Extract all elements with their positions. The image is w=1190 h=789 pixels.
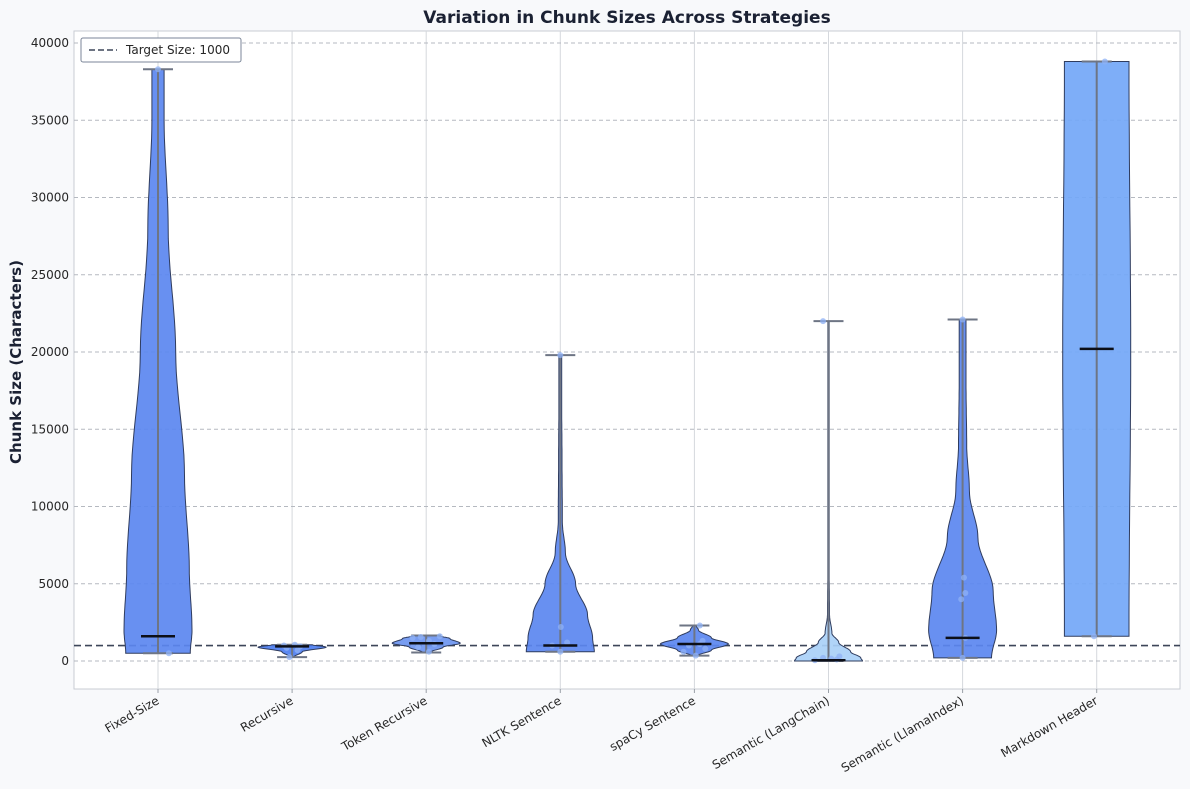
data-point bbox=[557, 648, 564, 655]
violin-group bbox=[659, 622, 729, 659]
y-gridlines bbox=[74, 42, 1180, 662]
data-point bbox=[702, 645, 709, 652]
y-tick-label: 10000 bbox=[31, 500, 69, 514]
violin-group bbox=[928, 316, 998, 661]
violin-group bbox=[525, 352, 595, 655]
data-point bbox=[155, 66, 161, 73]
legend-box bbox=[80, 37, 242, 63]
data-point bbox=[165, 650, 172, 657]
data-point bbox=[959, 654, 966, 661]
y-axis-label: Chunk Size (Characters) bbox=[7, 260, 25, 464]
x-tick-label: NLTK Sentence bbox=[479, 693, 563, 750]
x-tick-labels: Fixed-Size Recursive Token Recursive NLTK S… bbox=[102, 689, 1100, 775]
y-tick-label: 20000 bbox=[31, 345, 69, 359]
data-point bbox=[680, 648, 687, 655]
data-point bbox=[557, 352, 564, 359]
data-point bbox=[958, 596, 965, 603]
data-point bbox=[417, 634, 424, 641]
y-tick-label: 15000 bbox=[31, 422, 69, 436]
x-tick-label: Semantic (LlamaIndex) bbox=[839, 693, 966, 775]
x-tick-label: Markdown Header bbox=[998, 693, 1100, 760]
data-point bbox=[557, 624, 564, 631]
legend-label: Target Size: 1000 bbox=[125, 43, 230, 57]
data-point bbox=[699, 637, 706, 644]
x-tick-label: Recursive bbox=[238, 693, 296, 734]
data-point bbox=[564, 639, 571, 646]
data-point bbox=[960, 574, 967, 581]
y-tick-label: 0 bbox=[61, 654, 69, 668]
x-tick-label: Semantic (LangChain) bbox=[710, 693, 832, 772]
data-point bbox=[425, 648, 432, 655]
x-tick-label: Fixed-Size bbox=[102, 693, 161, 735]
data-point bbox=[820, 318, 827, 325]
data-point bbox=[959, 316, 966, 323]
y-tick-label: 25000 bbox=[31, 268, 69, 282]
y-tick-label: 35000 bbox=[31, 113, 69, 127]
data-point bbox=[962, 590, 969, 597]
y-tick-label: 40000 bbox=[31, 36, 69, 50]
x-tick-label: Token Recursive bbox=[338, 693, 429, 754]
x-tick-label: spaCy Sentence bbox=[607, 693, 698, 754]
data-point bbox=[1090, 633, 1097, 640]
data-point bbox=[286, 654, 293, 661]
data-point bbox=[436, 633, 443, 640]
violin-group bbox=[1062, 58, 1132, 640]
violin-group bbox=[391, 633, 461, 655]
y-tick-label: 30000 bbox=[31, 191, 69, 205]
data-point bbox=[692, 652, 699, 659]
data-point bbox=[696, 622, 703, 629]
y-tick-label: 5000 bbox=[38, 577, 69, 591]
chart-title: Variation in Chunk Sizes Across Strategi… bbox=[423, 8, 830, 28]
plot-area bbox=[73, 30, 1181, 690]
y-tick-labels: 0 5000 10000 15000 20000 25000 30000 35000 40000 bbox=[31, 36, 69, 668]
data-point bbox=[409, 634, 416, 641]
violin-group bbox=[123, 66, 193, 657]
data-point bbox=[1101, 58, 1108, 65]
violins bbox=[123, 58, 1132, 664]
violin-group bbox=[794, 318, 863, 664]
data-point bbox=[415, 644, 422, 651]
violin-group bbox=[257, 641, 327, 661]
legend: Target Size: 1000 bbox=[80, 37, 242, 63]
data-point bbox=[836, 653, 843, 660]
